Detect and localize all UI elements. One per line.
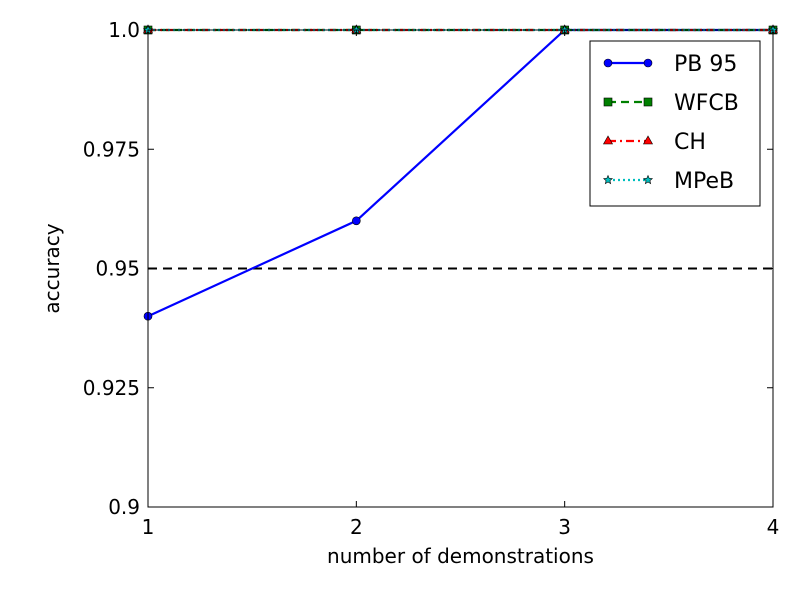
y-tick-label: 0.95: [95, 257, 140, 281]
x-tick-label: 2: [350, 515, 363, 539]
tick-layer: 1 2 3 4 0.9 0.925 0.95 0.975 1.0: [83, 18, 780, 539]
legend-item: MPeB: [602, 169, 734, 194]
legend-marker: [602, 174, 614, 185]
legend-marker: [642, 135, 654, 145]
legend-item: CH: [602, 130, 706, 155]
legend-marker: [603, 97, 613, 107]
legend-marker: [603, 58, 613, 68]
legend-label: MPeB: [674, 169, 734, 194]
legend-item: WFCB: [603, 91, 739, 116]
legend-item: PB 95: [603, 52, 737, 77]
legend-label: PB 95: [674, 52, 737, 77]
legend-marker: [642, 174, 654, 185]
x-tick-label: 1: [142, 515, 155, 539]
legend-marker: [643, 97, 653, 107]
legend: PB 95 WFCB CH MPeB: [589, 40, 761, 207]
legend-box: [589, 40, 761, 207]
x-tick-label: 4: [767, 515, 780, 539]
legend-marker: [643, 58, 653, 68]
legend-marker: [602, 135, 614, 145]
y-tick-label: 0.975: [83, 137, 140, 161]
legend-label: WFCB: [674, 91, 739, 116]
y-tick-label: 0.9: [108, 495, 140, 519]
x-tick-label: 3: [558, 515, 571, 539]
x-axis-label: number of demonstrations: [327, 544, 594, 568]
data-point: [352, 216, 361, 226]
y-tick-label: 1.0: [108, 18, 140, 42]
legend-label: CH: [674, 130, 706, 155]
y-tick-label: 0.925: [83, 376, 140, 400]
y-axis-label: accuracy: [40, 223, 64, 313]
